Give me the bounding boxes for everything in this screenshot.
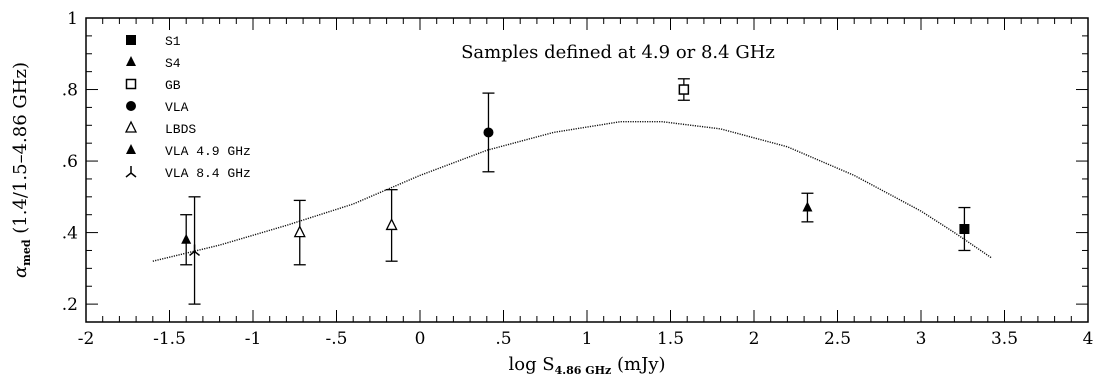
x-tick-label: 3 [916,329,927,349]
x-tick-label: 1.5 [657,329,684,349]
data-point [385,217,398,231]
x-tick-label: 0 [415,329,426,349]
x-tick-label: 3.5 [991,329,1018,349]
y-tick-label: .8 [62,81,78,101]
y-tick-label: .4 [62,224,78,244]
legend-marker [126,56,136,66]
x-tick-label: 4 [1083,329,1093,349]
data-point [959,224,970,235]
data-point [293,225,306,238]
x-tick-label: -2 [78,329,95,349]
data-point [181,233,192,244]
data-point [483,127,494,138]
x-tick-label: -1 [245,329,262,349]
y-tick-label: .2 [62,295,78,315]
triangle-marker [181,233,192,244]
x-tick-label: 1 [582,329,593,349]
legend-marker [125,78,137,90]
x-tick-label: 2.5 [824,329,851,349]
legend-marker [125,166,137,178]
legend-marker [126,101,136,111]
legend-label: S4 [165,56,181,71]
tripod-marker [189,244,201,257]
y-tick-label: .6 [62,152,78,172]
chart-title: Samples defined at 4.9 or 8.4 GHz [461,42,775,63]
tripod-marker [125,166,137,178]
open-triangle-marker [385,217,398,231]
fit-curve [152,121,992,262]
open-triangle-marker [293,225,306,238]
open-triangle-marker [124,120,138,133]
legend-label: S1 [165,34,181,49]
legend-marker [126,144,136,154]
x-tick-label: .5 [495,329,511,349]
y-tick-label: 1 [67,9,78,29]
data-point [189,244,201,257]
triangle-marker [126,144,136,154]
x-tick-label: 2 [749,329,760,349]
data-points [180,78,971,305]
triangle-marker [802,201,813,212]
square-marker [959,224,970,235]
legend-label: GB [165,78,181,93]
open-square-marker [678,84,690,95]
square-marker [126,35,136,45]
legend-label: VLA 4.9 GHz [165,144,251,159]
legend-marker [126,35,136,45]
x-tick-label: -.5 [326,329,348,349]
x-tick-label: -1.5 [153,329,186,349]
open-square-marker [125,78,137,90]
circle-marker [483,127,494,138]
data-point [802,201,813,212]
legend: S1 S4 GB VLA LBDS VLA 4.9 GHz VLA 8.4 GHz [124,34,251,181]
legend-label: VLA 8.4 GHz [165,166,251,181]
circle-marker [126,101,136,111]
x-axis-label: log S4.86 GHz (mJy) [508,354,665,375]
legend-marker [124,120,138,133]
legend-label: LBDS [165,122,196,137]
axis-ticks [85,17,1089,323]
y-axis-label: αmed (1.4/1.5–4.86 GHz) [10,62,33,278]
data-point [678,84,690,95]
legend-label: VLA [165,100,189,115]
triangle-marker [126,56,136,66]
axis-tick-labels: -2 -1.5 -1 -.5 0 .5 1 1.5 2 2.5 3 3.5 4 .2 .4 .6 .8 1 [62,9,1093,349]
